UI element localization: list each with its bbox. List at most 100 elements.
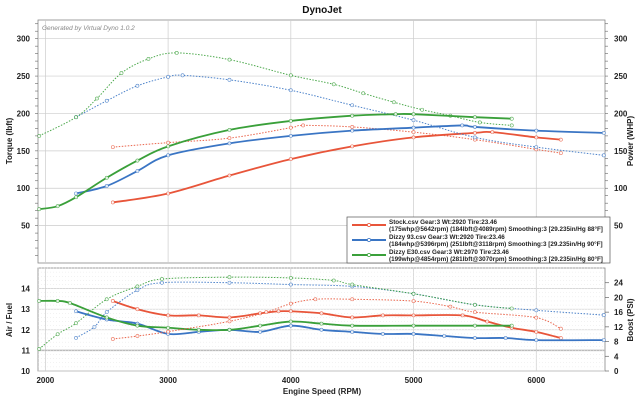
data-point: [74, 191, 78, 196]
data-point: [258, 329, 263, 334]
torque-tick-label: 150: [17, 147, 31, 156]
airfuel-tick-label: 13: [21, 305, 30, 314]
x-tick-label: 3000: [159, 376, 177, 385]
data-point: [74, 115, 78, 120]
data-point: [227, 327, 232, 332]
data-point: [558, 336, 563, 340]
data-point: [313, 297, 318, 302]
data-point: [331, 82, 336, 87]
data-point: [135, 307, 140, 312]
data-point: [74, 335, 78, 340]
data-point: [227, 315, 232, 320]
data-point: [411, 112, 416, 117]
data-point: [276, 309, 281, 314]
series-line: [39, 52, 512, 137]
upper-dizzy-e30-torque: [37, 50, 514, 138]
data-point: [166, 191, 170, 196]
data-point: [473, 131, 477, 135]
upper-stock-power: [110, 130, 563, 205]
data-point: [196, 313, 201, 318]
upper-dizzy-e30-power: [37, 112, 514, 212]
data-point: [411, 299, 416, 304]
airfuel-tick-label: 12: [21, 326, 30, 335]
data-point: [558, 326, 563, 331]
data-point: [319, 327, 324, 332]
data-point: [166, 325, 170, 330]
lower-stock-air-fuel: [110, 299, 563, 340]
data-point: [485, 319, 490, 324]
data-point: [509, 116, 514, 121]
power-tick-label: 50: [614, 222, 623, 231]
data-point: [288, 301, 293, 306]
data-point: [509, 123, 514, 128]
rpm-axis-label: Engine Speed (RPM): [283, 387, 362, 396]
data-point: [288, 276, 293, 280]
data-point: [74, 321, 78, 326]
data-point: [411, 291, 416, 296]
data-point: [319, 311, 324, 316]
data-point: [74, 195, 78, 200]
data-point: [350, 128, 355, 133]
x-tick-label: 6000: [527, 376, 545, 385]
data-point: [92, 324, 97, 329]
lower-stock-boost: [110, 297, 563, 341]
data-point: [160, 277, 164, 281]
data-point: [258, 323, 263, 328]
data-point: [166, 140, 170, 145]
data-point: [473, 323, 477, 328]
data-point: [534, 135, 539, 140]
airfuel-tick-label: 14: [21, 285, 30, 294]
data-point: [534, 128, 539, 133]
x-tick-label: 5000: [405, 376, 423, 385]
boost-tick-label: 4: [614, 352, 619, 361]
legend-entry-stock: Stock.csv Gear:3 Wt:2920 Tire:23.46 (175…: [352, 219, 603, 233]
watermark: Generated by Virtual Dyno 1.0.2: [42, 25, 135, 32]
data-point: [180, 73, 185, 78]
data-point: [110, 337, 115, 341]
data-point: [420, 107, 425, 112]
boost-tick-label: 16: [614, 308, 623, 317]
data-point: [135, 169, 140, 173]
legend-marker: [367, 238, 371, 242]
data-point: [477, 120, 482, 125]
data-point: [473, 310, 477, 315]
boost-tick-label: 12: [614, 323, 623, 332]
data-point: [104, 98, 109, 103]
power-tick-label: 100: [614, 184, 628, 193]
legend-text: Dizzy 93.csv Gear:3 Wt:2920 Tire:23.46: [389, 234, 505, 241]
data-point: [601, 131, 606, 135]
data-point: [166, 74, 170, 79]
data-point: [288, 133, 293, 138]
data-point: [350, 113, 355, 118]
data-point: [74, 309, 78, 314]
data-point: [503, 336, 508, 340]
data-point: [227, 128, 232, 132]
power-tick-label: 250: [614, 72, 628, 81]
data-point: [393, 112, 398, 117]
data-point: [288, 319, 293, 324]
legend-text: (199whp@4854rpm) (281lbft@3070rpm) Smoot…: [389, 255, 603, 263]
lower-plot-area: [37, 267, 606, 372]
data-point: [380, 313, 385, 318]
data-point: [361, 91, 366, 96]
data-point: [473, 125, 477, 129]
data-point: [104, 315, 109, 320]
x-tick-label: 2000: [36, 376, 54, 385]
legend-entry-dizzy-e30: Dizzy E30.csv Gear:3 Wt:2970 Tire:23.46 …: [352, 249, 603, 263]
data-point: [146, 56, 151, 61]
data-point: [288, 309, 293, 314]
data-point: [227, 319, 232, 324]
data-point: [411, 125, 416, 130]
data-point: [166, 313, 170, 318]
torque-tick-label: 50: [21, 222, 30, 231]
torque-tick-label: 100: [17, 184, 31, 193]
data-point: [288, 282, 293, 287]
power-axis-label: Power (WHP): [626, 116, 635, 167]
data-point: [509, 306, 514, 311]
airfuel-tick-label: 10: [21, 367, 30, 376]
legend-marker: [367, 253, 371, 257]
data-point: [473, 302, 477, 307]
data-point: [174, 50, 179, 55]
data-point: [534, 329, 539, 334]
